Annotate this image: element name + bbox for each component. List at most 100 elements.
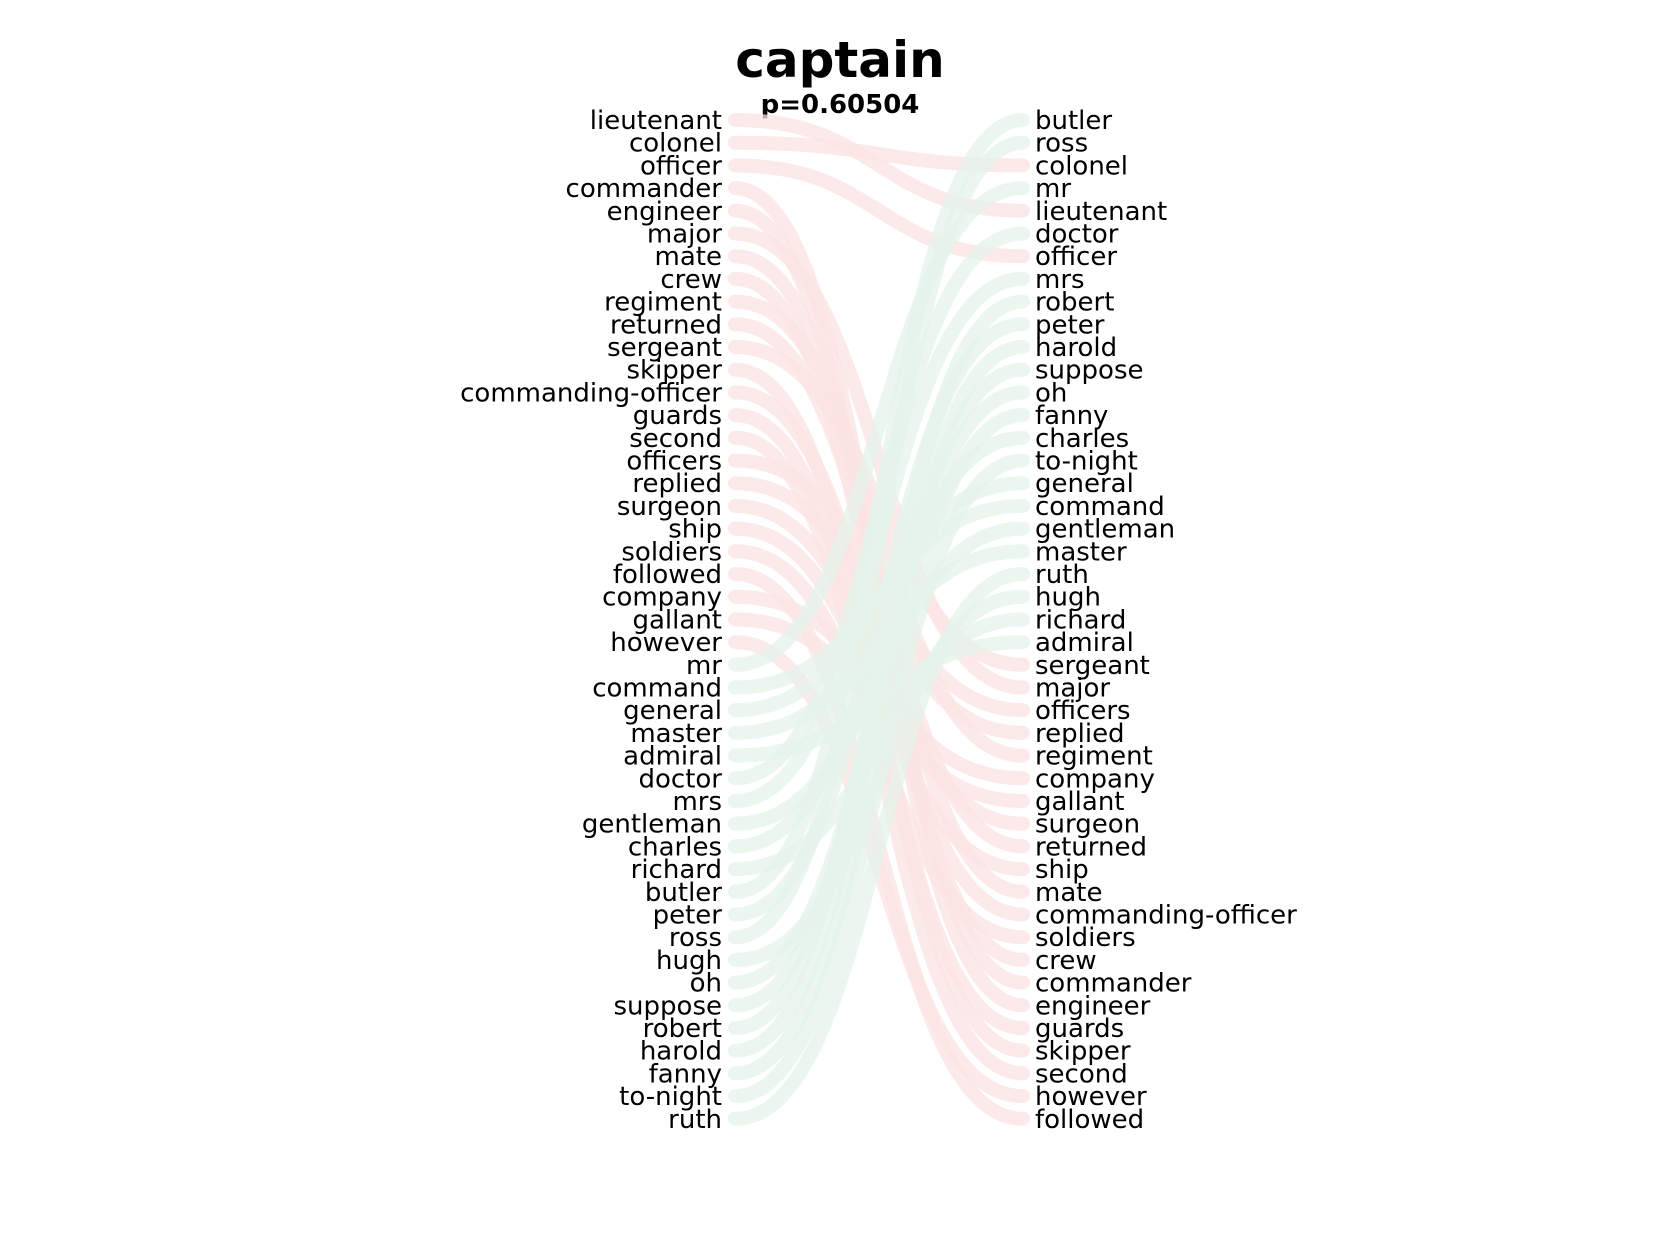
right-label: regiment xyxy=(1035,742,1153,772)
left-label: general xyxy=(623,696,722,726)
right-label: ruth xyxy=(1035,560,1089,590)
right-label: officer xyxy=(1035,242,1117,272)
left-rank-labels: lieutenantcolonelofficercommanderenginee… xyxy=(460,106,722,1135)
right-label: ship xyxy=(1035,855,1089,885)
left-label: peter xyxy=(653,901,723,931)
right-label: ross xyxy=(1035,129,1088,159)
left-label: gentleman xyxy=(582,810,722,840)
right-label: returned xyxy=(1035,832,1147,862)
right-label: surgeon xyxy=(1035,810,1140,840)
left-label: ship xyxy=(668,515,722,545)
right-label: followed xyxy=(1035,1105,1144,1135)
left-label: sergeant xyxy=(607,333,722,363)
right-label: harold xyxy=(1035,333,1117,363)
rank-curve-fanny xyxy=(728,408,1030,1081)
rank-curve-to-night xyxy=(728,453,1030,1104)
left-label: crew xyxy=(660,265,722,295)
right-label: gallant xyxy=(1035,787,1125,817)
right-label: sergeant xyxy=(1035,651,1150,681)
left-label: commander xyxy=(566,174,723,204)
left-label: second xyxy=(629,424,722,454)
left-label: surgeon xyxy=(617,492,722,522)
left-label: regiment xyxy=(604,288,722,318)
left-label: command xyxy=(592,674,722,704)
right-label: guards xyxy=(1035,1014,1124,1044)
right-label: fanny xyxy=(1035,401,1108,431)
left-label: commanding-officer xyxy=(460,378,722,408)
chart-title: captain xyxy=(735,31,945,89)
rank-curve-major xyxy=(728,226,1030,695)
right-label: charles xyxy=(1035,424,1129,454)
left-label: officers xyxy=(626,447,722,477)
left-label: richard xyxy=(631,855,722,885)
right-label: engineer xyxy=(1035,991,1151,1021)
left-label: suppose xyxy=(614,991,722,1021)
right-label: however xyxy=(1035,1082,1147,1112)
left-label: however xyxy=(610,628,722,658)
right-label: butler xyxy=(1035,106,1112,136)
right-rank-labels: butlerrosscolonelmrlieutenantdoctoroffic… xyxy=(1035,106,1297,1135)
right-label: gentleman xyxy=(1035,515,1175,545)
right-label: second xyxy=(1035,1059,1128,1089)
left-label: harold xyxy=(640,1037,722,1067)
right-label: mr xyxy=(1035,174,1071,204)
right-label: commander xyxy=(1035,969,1192,999)
right-label: suppose xyxy=(1035,356,1143,386)
right-label: replied xyxy=(1035,719,1125,749)
left-label: skipper xyxy=(626,356,722,386)
left-label: master xyxy=(630,719,722,749)
left-label: charles xyxy=(628,832,722,862)
right-label: robert xyxy=(1035,288,1114,318)
right-label: lieutenant xyxy=(1035,197,1167,227)
right-label: major xyxy=(1035,674,1110,704)
left-label: robert xyxy=(643,1014,722,1044)
left-label: butler xyxy=(645,878,722,908)
rank-curve-ross xyxy=(728,135,1030,945)
right-label: to-night xyxy=(1035,447,1138,477)
left-label: returned xyxy=(610,310,722,340)
rank-curve-harold xyxy=(728,340,1030,1058)
left-label: to-night xyxy=(619,1082,722,1112)
right-label: company xyxy=(1035,764,1155,794)
right-label: commanding-officer xyxy=(1035,901,1297,931)
left-label: doctor xyxy=(639,764,723,794)
right-label: command xyxy=(1035,492,1165,522)
right-label: oh xyxy=(1035,378,1067,408)
left-label: gallant xyxy=(633,605,723,635)
right-label: colonel xyxy=(1035,151,1128,181)
right-label: peter xyxy=(1035,310,1105,340)
right-label: mate xyxy=(1035,878,1102,908)
left-label: fanny xyxy=(649,1059,722,1089)
right-label: soldiers xyxy=(1035,923,1136,953)
right-label: officers xyxy=(1035,696,1131,726)
right-label: doctor xyxy=(1035,220,1119,250)
left-label: followed xyxy=(613,560,722,590)
left-label: major xyxy=(647,220,722,250)
right-label: skipper xyxy=(1035,1037,1131,1067)
left-label: hugh xyxy=(656,946,722,976)
left-label: officer xyxy=(640,151,722,181)
right-label: richard xyxy=(1035,605,1126,635)
right-label: crew xyxy=(1035,946,1097,976)
left-label: company xyxy=(602,583,722,613)
rank-curve-mr xyxy=(728,181,1030,672)
left-label: ross xyxy=(669,923,722,953)
right-label: master xyxy=(1035,537,1127,567)
rank-curves xyxy=(728,113,1030,1126)
left-label: mrs xyxy=(672,787,722,817)
left-label: ruth xyxy=(668,1105,722,1135)
right-label: general xyxy=(1035,469,1134,499)
right-label: hugh xyxy=(1035,583,1101,613)
left-label: colonel xyxy=(629,129,722,159)
left-label: engineer xyxy=(607,197,723,227)
rank-curve-ruth xyxy=(728,567,1030,1126)
left-label: lieutenant xyxy=(590,106,722,136)
chart-subtitle: p=0.60504 xyxy=(760,90,920,120)
left-label: mr xyxy=(686,651,722,681)
right-label: mrs xyxy=(1035,265,1085,295)
left-label: mate xyxy=(655,242,722,272)
left-label: admiral xyxy=(623,742,722,772)
left-label: guards xyxy=(633,401,722,431)
